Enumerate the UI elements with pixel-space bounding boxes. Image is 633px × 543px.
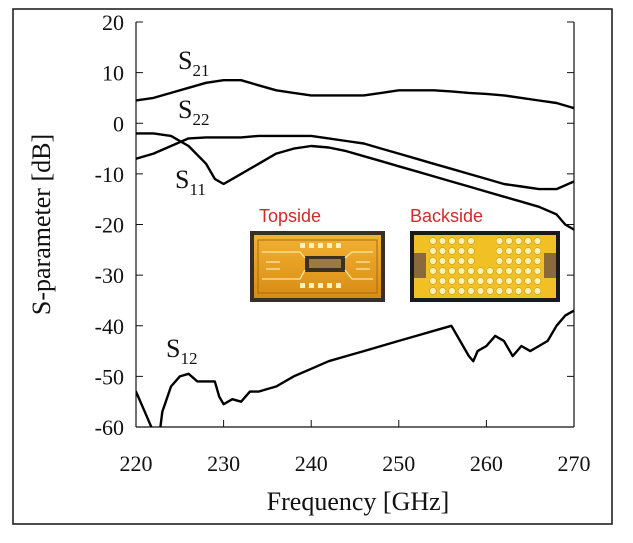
via-dot (438, 257, 447, 265)
x-axis-label: Frequency [GHz] (267, 487, 450, 516)
via-dot (476, 287, 485, 295)
via-dot (448, 287, 456, 295)
via-dot (495, 247, 504, 255)
topside-label: Topside (259, 206, 321, 226)
via-dot (495, 237, 504, 245)
via-dot (438, 267, 447, 275)
x-ticks: 220 230 240 250 260 270 (120, 420, 591, 476)
via-dot (429, 277, 437, 285)
y-tick-label: -20 (95, 213, 124, 238)
via-dot (495, 257, 504, 265)
series-label-s11: S11 (175, 165, 206, 199)
via-dot (429, 257, 437, 265)
via-dot (533, 287, 542, 295)
via-dot (533, 247, 542, 255)
via-dot (467, 257, 475, 265)
via-dot (476, 267, 485, 275)
via-dot (438, 247, 447, 255)
series-line-s21 (136, 79, 574, 110)
via-dot (457, 287, 466, 295)
via-dot (514, 287, 523, 295)
via-dot (438, 277, 447, 285)
x-tick-label: 250 (382, 451, 415, 476)
via-dot (429, 287, 437, 295)
via-dot (505, 267, 513, 275)
y-tick-label: -10 (95, 162, 124, 187)
via-dot (495, 287, 504, 295)
via-dot (457, 247, 466, 255)
via-dot (533, 277, 542, 285)
y-tick-label: -50 (95, 364, 124, 389)
via-dot (448, 237, 456, 245)
topside-chip-image (250, 231, 385, 302)
via-dot (533, 257, 542, 265)
via-dot (476, 277, 485, 285)
via-dot (448, 247, 456, 255)
x-tick-label: 270 (558, 451, 591, 476)
via-dot (448, 277, 456, 285)
via-dot (533, 237, 542, 245)
via-dot (438, 237, 447, 245)
backside-chip-image (410, 231, 560, 302)
via-dot (486, 277, 494, 285)
via-dot (467, 247, 475, 255)
via-dot (505, 277, 513, 285)
series-label-s12: S12 (166, 334, 197, 368)
y-ticks: 20 10 0 -10 -20 -30 -40 -50 -60 (95, 10, 574, 440)
via-dot (429, 267, 437, 275)
series-line-s22 (136, 134, 574, 191)
via-dot (457, 257, 466, 265)
series-label-s21: S21 (178, 46, 209, 80)
via-dot (524, 237, 532, 245)
series-line-s11 (136, 132, 574, 231)
via-dot (524, 287, 532, 295)
x-tick-label: 240 (295, 451, 328, 476)
x-tick-label: 260 (470, 451, 503, 476)
via-dot (495, 267, 504, 275)
backside-label: Backside (410, 206, 483, 226)
y-tick-label: 10 (102, 61, 124, 86)
y-axis-label: S-parameter [dB] (27, 134, 56, 315)
via-dot (429, 247, 437, 255)
via-dot (457, 267, 466, 275)
y-tick-label: 0 (113, 111, 124, 136)
via-dot (486, 267, 494, 275)
via-dot (514, 237, 523, 245)
via-dot (438, 287, 447, 295)
via-dot (524, 247, 532, 255)
y-tick-label: -30 (95, 263, 124, 288)
via-dot (495, 277, 504, 285)
x-tick-label: 230 (207, 451, 240, 476)
via-dot (533, 267, 542, 275)
via-dot (514, 247, 523, 255)
via-dot (467, 287, 475, 295)
via-dot (467, 237, 475, 245)
via-dot (514, 267, 523, 275)
via-dot (467, 277, 475, 285)
via-dot (524, 267, 532, 275)
series-label-s22: S22 (178, 95, 209, 129)
via-dot (505, 247, 513, 255)
via-dot (486, 287, 494, 295)
via-dot (524, 257, 532, 265)
via-dot (524, 277, 532, 285)
via-dot (457, 277, 466, 285)
via-dot (429, 237, 437, 245)
y-tick-label: -60 (95, 415, 124, 440)
via-dot (514, 277, 523, 285)
via-dot (448, 267, 456, 275)
via-dot (457, 237, 466, 245)
via-dot (505, 237, 513, 245)
x-tick-label: 220 (120, 451, 153, 476)
via-dot (467, 267, 475, 275)
y-tick-label: 20 (102, 10, 124, 35)
series-line-s12 (136, 309, 574, 427)
via-dot (514, 257, 523, 265)
via-dot (448, 257, 456, 265)
via-dot (505, 257, 513, 265)
y-tick-label: -40 (95, 314, 124, 339)
via-dot (505, 287, 513, 295)
